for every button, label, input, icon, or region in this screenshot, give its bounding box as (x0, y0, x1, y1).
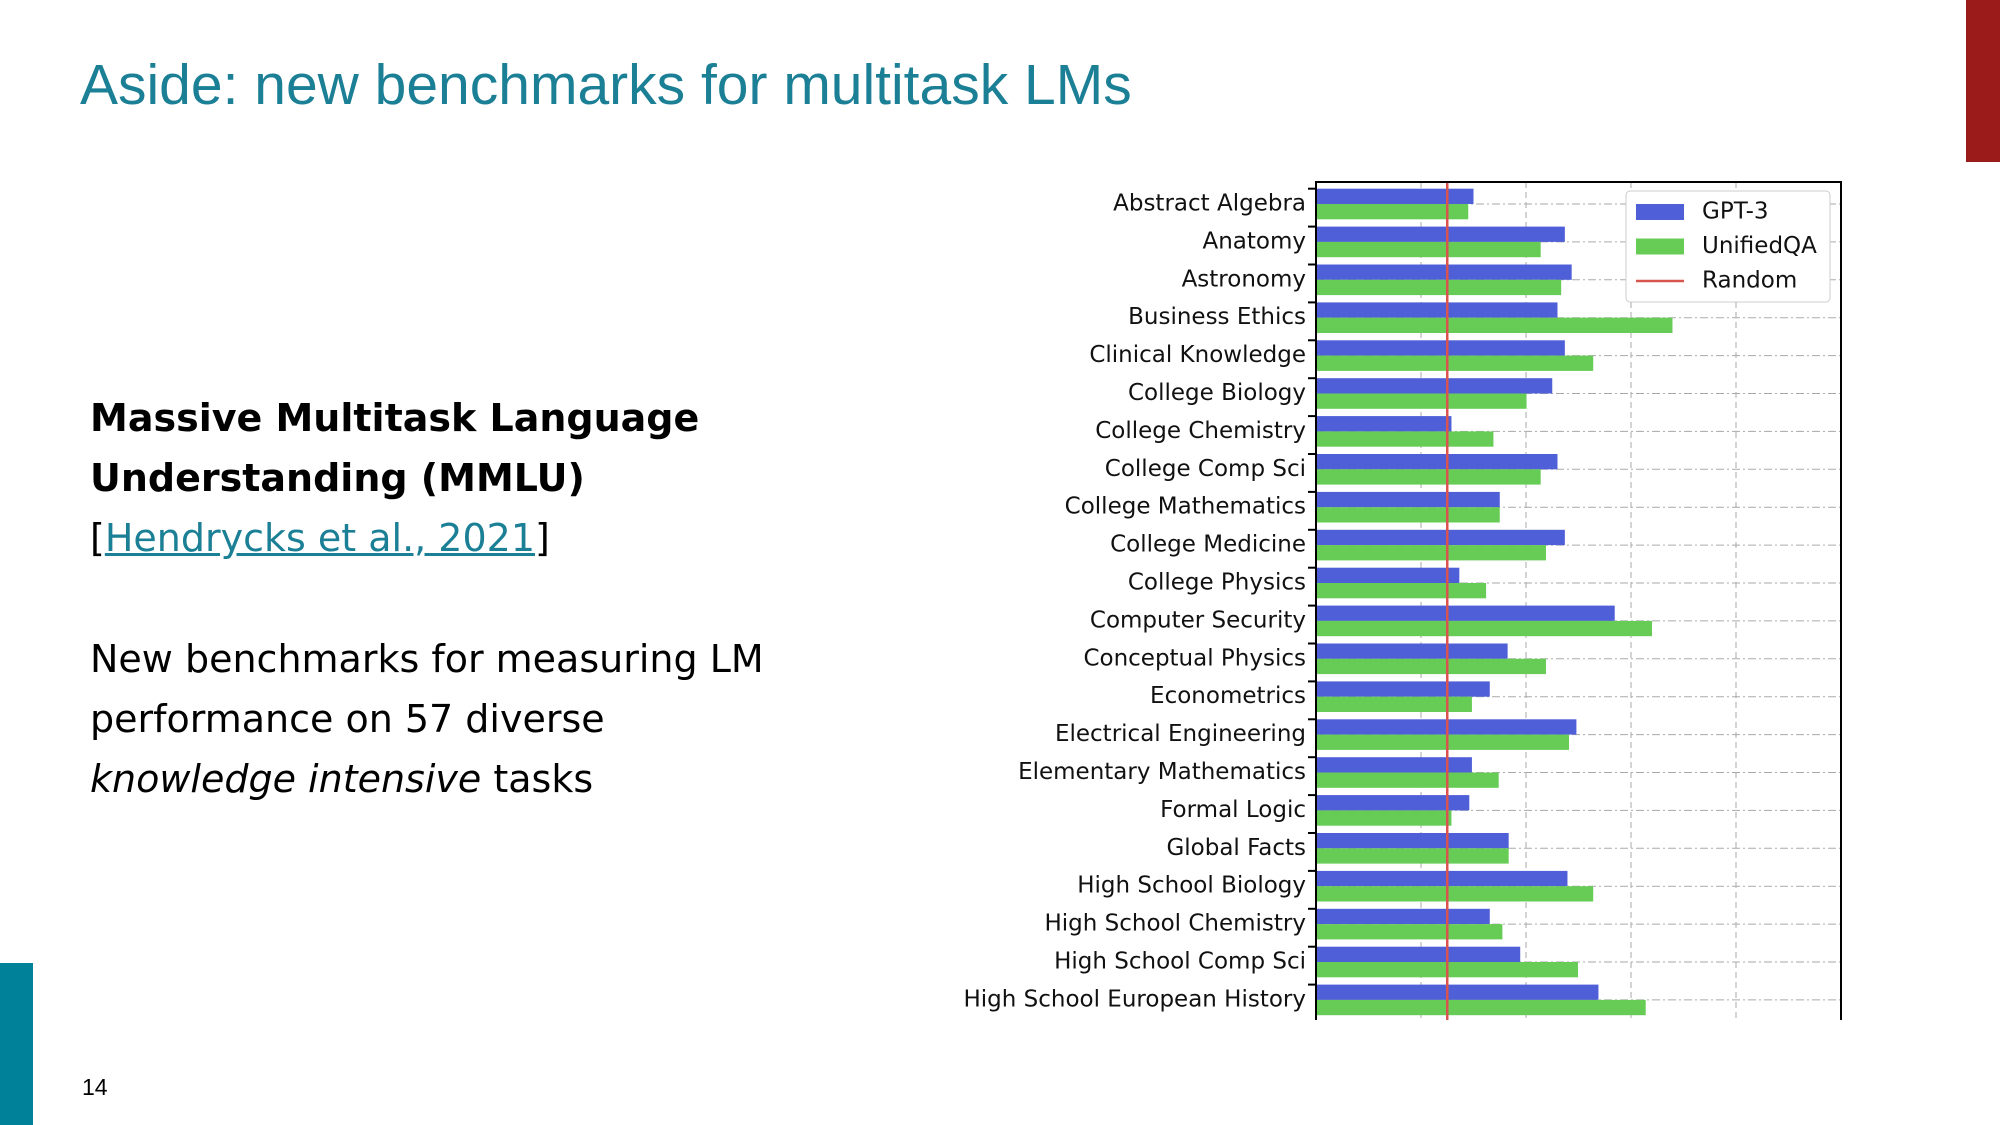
heading-line: Massive Multitask Language (90, 396, 700, 440)
bracket: [ (90, 516, 105, 560)
bar (1316, 924, 1503, 940)
y-tick-label: Anatomy (1202, 228, 1306, 254)
bar (1316, 507, 1500, 523)
bar (1316, 984, 1599, 1000)
bar (1316, 696, 1472, 712)
y-tick-label: Clinical Knowledge (1089, 342, 1306, 368)
legend-label: GPT-3 (1702, 199, 1769, 225)
bar (1316, 241, 1541, 258)
bar (1316, 886, 1594, 902)
y-tick-label: Econometrics (1150, 683, 1306, 709)
bar (1316, 605, 1615, 621)
bar (1316, 567, 1460, 583)
y-tick-label: Conceptual Physics (1083, 645, 1306, 671)
bar (1316, 946, 1521, 962)
y-tick-label: High School Biology (1077, 873, 1306, 899)
bar (1316, 658, 1546, 675)
bar (1316, 583, 1487, 599)
y-tick-label: Astronomy (1182, 266, 1306, 292)
legend-label: Random (1702, 268, 1797, 294)
bar (1316, 188, 1474, 204)
bar (1316, 204, 1469, 220)
y-tick-label: High School European History (963, 986, 1306, 1012)
bar (1316, 810, 1452, 826)
y-tick-label: Elementary Mathematics (1018, 759, 1306, 785)
bar (1316, 302, 1558, 318)
y-tick-label: High School Comp Sci (1054, 949, 1306, 975)
y-tick-label: High School Chemistry (1045, 911, 1307, 937)
bar (1316, 355, 1594, 371)
bar (1316, 340, 1565, 356)
bar (1316, 681, 1490, 697)
bracket: ] (535, 516, 550, 560)
body-tail: tasks (493, 757, 594, 801)
bar (1316, 734, 1570, 750)
bar (1316, 469, 1541, 485)
bar (1316, 833, 1509, 849)
bar (1316, 848, 1509, 864)
bar (1316, 908, 1490, 925)
bar (1316, 393, 1527, 409)
y-tick-label: College Comp Sci (1105, 456, 1306, 482)
bar (1316, 491, 1500, 508)
citation: [Hendrycks et al., 2021] (90, 508, 550, 568)
bar (1316, 545, 1546, 561)
bar (1316, 870, 1568, 887)
bar (1316, 620, 1652, 637)
axis-frame (1315, 181, 1842, 1020)
legend-swatch (1636, 238, 1684, 255)
bar (1316, 226, 1565, 242)
y-tick-label: Abstract Algebra (1113, 191, 1306, 217)
bar (1316, 529, 1565, 546)
y-tick-label: College Medicine (1110, 532, 1306, 558)
bar (1316, 772, 1499, 788)
emphasis: knowledge intensive (90, 757, 482, 801)
body-line: knowledge intensive tasks (90, 749, 593, 809)
bar (1316, 378, 1553, 394)
bar (1316, 317, 1673, 333)
page-number: 14 (82, 1074, 108, 1100)
y-tick-label: Formal Logic (1160, 797, 1306, 823)
y-tick-label: Computer Security (1090, 607, 1306, 633)
y-tick-label: Global Facts (1166, 835, 1306, 861)
bar (1316, 264, 1572, 280)
y-tick-label: College Chemistry (1095, 418, 1306, 444)
y-tick-label: College Biology (1128, 380, 1306, 406)
body-line: New benchmarks for measuring LM (90, 637, 764, 681)
heading-line: Understanding (MMLU) (90, 456, 585, 500)
y-tick-label: Electrical Engineering (1055, 721, 1306, 747)
legend-swatch (1636, 204, 1684, 220)
y-tick-label: Business Ethics (1128, 304, 1306, 330)
bar (1316, 643, 1508, 659)
slide-title: Aside: new benchmarks for multitask LMs (80, 53, 1132, 117)
accent-bar (0, 963, 33, 1125)
bar (1316, 795, 1470, 811)
y-tick-label: College Physics (1128, 570, 1306, 596)
accent-bar (1966, 0, 2000, 162)
y-tick-label: College Mathematics (1065, 494, 1306, 520)
legend-label: UnifiedQA (1702, 233, 1817, 259)
bar (1316, 999, 1646, 1016)
bar (1316, 431, 1494, 447)
bar (1316, 454, 1558, 470)
citation-link[interactable]: Hendrycks et al., 2021 (104, 516, 536, 560)
bar (1316, 416, 1452, 432)
bar (1316, 757, 1472, 773)
bar (1316, 279, 1562, 296)
body-line: performance on 57 diverse (90, 697, 605, 741)
